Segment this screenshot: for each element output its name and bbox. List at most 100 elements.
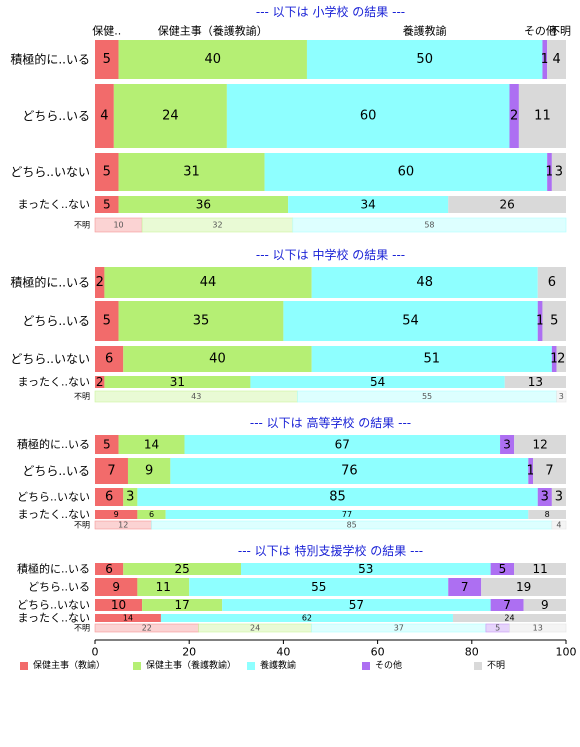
bar-segment bbox=[518, 84, 566, 148]
bar-segment bbox=[533, 458, 566, 484]
data-label: 54 bbox=[402, 314, 419, 329]
data-label: 34 bbox=[361, 198, 376, 212]
bar-segment bbox=[95, 196, 119, 213]
data-label: 22 bbox=[142, 624, 152, 633]
bar-segment bbox=[509, 84, 519, 148]
data-label: 31 bbox=[170, 375, 185, 389]
series-top-label: 不明 bbox=[549, 25, 571, 38]
data-label: 5 bbox=[103, 438, 111, 452]
x-tick-label: 80 bbox=[465, 646, 479, 659]
data-label: 10 bbox=[111, 598, 126, 612]
row-label: まったく..ない bbox=[17, 612, 90, 625]
panel-title: --- 以下は 高等学校 の結果 --- bbox=[250, 415, 411, 430]
bar-segment bbox=[490, 599, 524, 611]
bar-segment bbox=[311, 346, 552, 372]
bar-segment bbox=[551, 520, 567, 530]
legend-label: 保健主事（教諭） bbox=[33, 659, 105, 671]
series-top-label: その他 bbox=[524, 25, 557, 38]
bar-segment bbox=[118, 435, 185, 454]
bar-segment bbox=[127, 458, 171, 484]
data-label: 7 bbox=[503, 598, 511, 612]
data-label: 60 bbox=[360, 109, 377, 124]
data-label: 3 bbox=[555, 165, 563, 180]
bar-segment bbox=[481, 578, 566, 596]
row-label: まったく..ない bbox=[17, 198, 90, 211]
data-label: 55 bbox=[422, 392, 432, 401]
bar-segment bbox=[542, 301, 566, 341]
bar-segment bbox=[95, 488, 124, 506]
bar-segment bbox=[95, 40, 119, 79]
bar-segment bbox=[311, 267, 538, 298]
legend-label: 保健主事（養護教諭） bbox=[146, 659, 236, 671]
bar-segment bbox=[528, 510, 566, 519]
data-label: 24 bbox=[162, 109, 179, 124]
data-label: 58 bbox=[424, 221, 434, 230]
data-label: 7 bbox=[107, 464, 115, 479]
data-label: 77 bbox=[342, 510, 352, 519]
data-label: 25 bbox=[174, 562, 189, 576]
bar-segment bbox=[288, 196, 449, 213]
data-label: 11 bbox=[534, 109, 551, 124]
bar-segment bbox=[95, 510, 138, 519]
bar-segment bbox=[264, 153, 548, 191]
bar-segment bbox=[95, 346, 124, 372]
data-label: 4 bbox=[556, 521, 561, 530]
bar-segment bbox=[448, 196, 566, 213]
row-label: どちら..いない bbox=[17, 599, 90, 612]
legend-label: 養護教諭 bbox=[260, 659, 296, 671]
bar-segment bbox=[95, 376, 105, 388]
bar-segment bbox=[241, 563, 491, 575]
bar-segment bbox=[537, 267, 566, 298]
bar-segment bbox=[113, 84, 227, 148]
bar-segment bbox=[528, 458, 534, 484]
bar-segment bbox=[137, 510, 166, 519]
series-top-label: 保健主事（養護教諭） bbox=[158, 24, 268, 38]
bar-segment bbox=[514, 435, 566, 454]
data-label: 5 bbox=[499, 562, 507, 576]
data-label: 57 bbox=[349, 598, 364, 612]
data-label: 51 bbox=[423, 352, 440, 367]
x-tick-label: 20 bbox=[182, 646, 196, 659]
bar-segment bbox=[547, 40, 566, 79]
data-label: 7 bbox=[461, 580, 469, 594]
legend-swatch bbox=[474, 662, 482, 670]
data-label: 26 bbox=[499, 198, 514, 212]
row-label: 不明 bbox=[74, 521, 90, 530]
data-label: 50 bbox=[416, 52, 433, 67]
bar-segment bbox=[523, 599, 566, 611]
data-label: 48 bbox=[416, 275, 433, 290]
data-label: 6 bbox=[105, 352, 113, 367]
data-label: 31 bbox=[183, 165, 200, 180]
data-label: 1 bbox=[541, 52, 549, 67]
data-label: 6 bbox=[105, 562, 113, 576]
data-label: 35 bbox=[193, 314, 210, 329]
data-label: 3 bbox=[126, 490, 134, 505]
data-label: 13 bbox=[533, 624, 543, 633]
bar-segment bbox=[542, 40, 548, 79]
data-label: 55 bbox=[311, 580, 326, 594]
data-label: 19 bbox=[516, 580, 531, 594]
row-label: 不明 bbox=[74, 392, 90, 401]
bar-segment bbox=[160, 614, 453, 622]
x-tick-label: 60 bbox=[371, 646, 385, 659]
bar-segment bbox=[509, 623, 567, 633]
bar-segment bbox=[189, 578, 449, 596]
data-label: 5 bbox=[103, 165, 111, 180]
data-label: 13 bbox=[528, 375, 543, 389]
bar-segment bbox=[250, 376, 505, 388]
data-label: 2 bbox=[557, 352, 565, 367]
data-label: 60 bbox=[398, 165, 415, 180]
row-label: どちら..いない bbox=[10, 352, 90, 366]
bar-segment bbox=[170, 458, 529, 484]
data-label: 24 bbox=[250, 624, 260, 633]
data-label: 9 bbox=[541, 598, 549, 612]
bar-segment bbox=[95, 267, 105, 298]
data-label: 2 bbox=[96, 375, 104, 389]
bar-segment bbox=[551, 153, 566, 191]
row-label: 積極的に..いる bbox=[17, 562, 90, 576]
legend-swatch bbox=[247, 662, 255, 670]
data-label: 44 bbox=[200, 275, 217, 290]
data-label: 67 bbox=[335, 438, 350, 452]
bar-segment bbox=[504, 376, 566, 388]
